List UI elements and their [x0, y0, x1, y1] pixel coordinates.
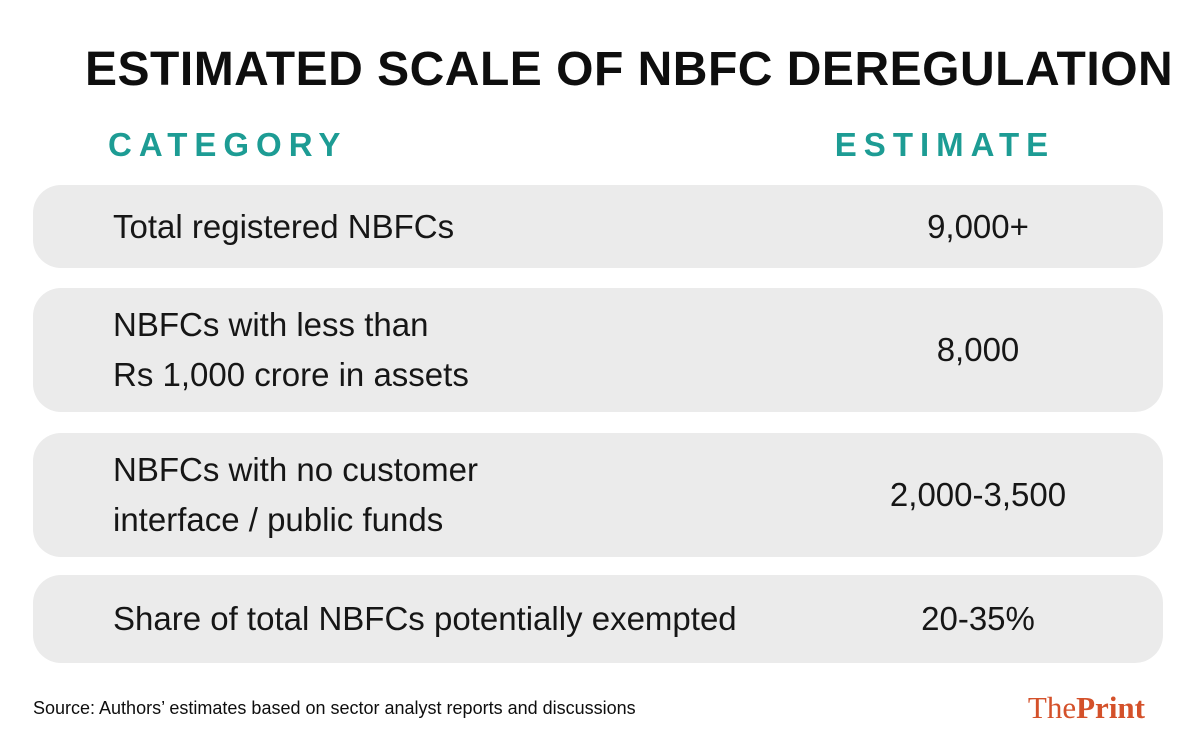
category-line: Share of total NBFCs potentially exempte… — [113, 600, 737, 637]
category-cell: Total registered NBFCs — [113, 202, 454, 252]
table-row: NBFCs with less than Rs 1,000 crore in a… — [33, 288, 1163, 412]
category-cell: Share of total NBFCs potentially exempte… — [113, 594, 737, 644]
category-line: interface / public funds — [113, 501, 444, 538]
estimate-cell: 2,000-3,500 — [889, 476, 1067, 513]
column-header-category: CATEGORY — [108, 126, 348, 163]
estimate-cell: 9,000+ — [927, 207, 1029, 245]
logo-text-the: The — [1027, 690, 1077, 725]
category-cell: NBFCs with less than Rs 1,000 crore in a… — [113, 300, 469, 400]
estimate-cell: 20-35% — [921, 600, 1035, 637]
page-title: ESTIMATED SCALE OF NBFC DEREGULATION — [85, 43, 1174, 96]
table-row: Share of total NBFCs potentially exempte… — [33, 575, 1163, 663]
category-line: Rs 1,000 crore in assets — [113, 356, 469, 393]
category-line: NBFCs with no customer — [113, 451, 478, 488]
source-note: Source: Authors’ estimates based on sect… — [33, 698, 636, 718]
category-line: NBFCs with less than — [113, 306, 429, 343]
category-cell: NBFCs with no customer interface / publi… — [113, 445, 478, 545]
category-line: Total registered NBFCs — [113, 207, 455, 245]
estimate-cell: 8,000 — [936, 331, 1020, 368]
logo-text-print: Print — [1076, 690, 1145, 725]
table-row: Total registered NBFCs 9,000+ — [33, 185, 1163, 268]
column-header-estimate: ESTIMATE — [834, 126, 1056, 163]
table-row: NBFCs with no customer interface / publi… — [33, 433, 1163, 557]
theprint-logo: ThePrint — [1028, 690, 1145, 726]
